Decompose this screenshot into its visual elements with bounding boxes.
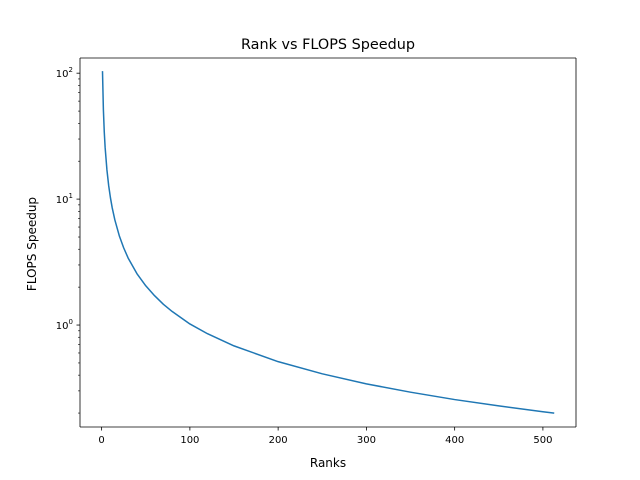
series-line-0	[101, 71, 555, 414]
x-axis-title: Ranks	[310, 456, 346, 470]
x-tick-label: 200	[269, 435, 288, 446]
x-tick-label: 0	[98, 435, 104, 446]
y-tick-label: 102	[56, 66, 73, 80]
y-axis-title: FLOPS Speedup	[25, 197, 39, 291]
y-tick-label: 100	[56, 318, 73, 332]
x-tick-label: 400	[445, 435, 464, 446]
plot-area: 0 100 200 300 400 500 100 101 102	[56, 57, 577, 446]
x-tick-label: 100	[180, 435, 199, 446]
x-tick-label: 300	[357, 435, 376, 446]
x-tick-label: 500	[533, 435, 552, 446]
y-tick-label: 101	[56, 192, 73, 206]
chart-title: Rank vs FLOPS Speedup	[241, 37, 415, 53]
